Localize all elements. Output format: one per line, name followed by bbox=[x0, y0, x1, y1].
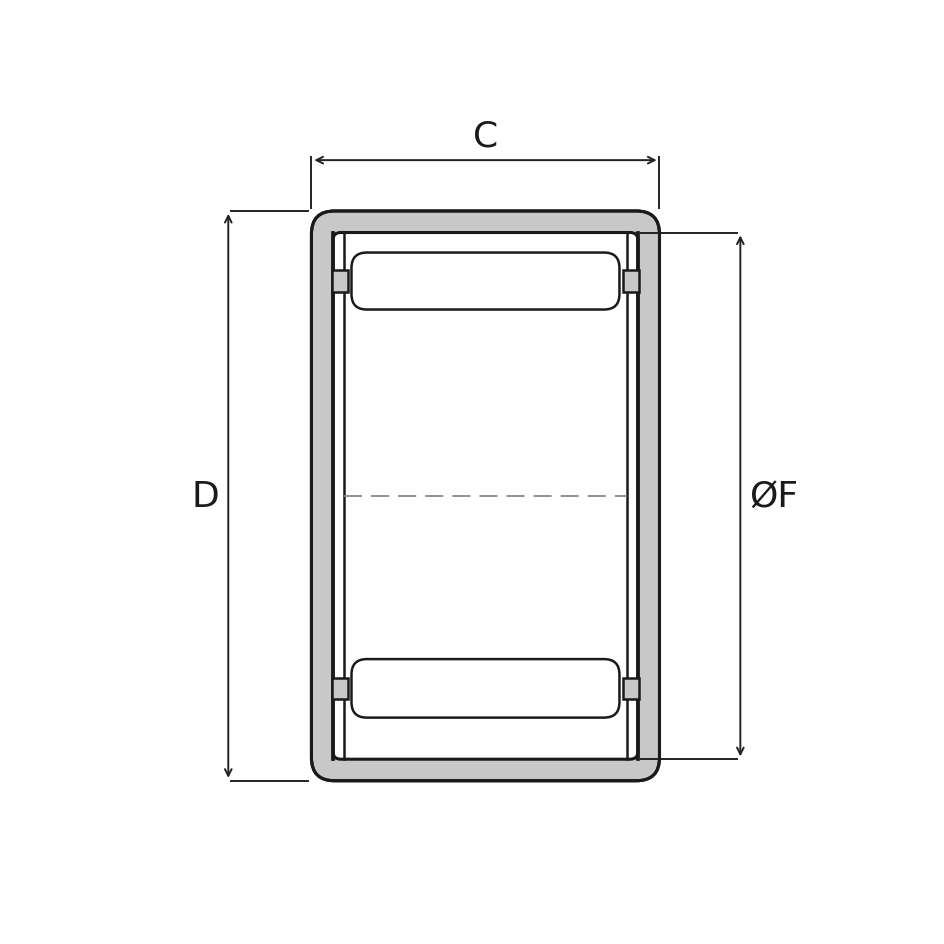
FancyBboxPatch shape bbox=[332, 233, 637, 759]
FancyBboxPatch shape bbox=[344, 244, 627, 749]
Bar bbox=[332, 678, 347, 700]
Text: D: D bbox=[191, 480, 219, 514]
FancyBboxPatch shape bbox=[351, 253, 618, 311]
FancyBboxPatch shape bbox=[312, 211, 659, 781]
Text: ØF: ØF bbox=[749, 480, 798, 514]
Bar bbox=[623, 678, 638, 700]
Bar bbox=[623, 271, 638, 293]
Text: C: C bbox=[472, 119, 497, 153]
Bar bbox=[332, 271, 347, 293]
FancyBboxPatch shape bbox=[351, 660, 618, 717]
